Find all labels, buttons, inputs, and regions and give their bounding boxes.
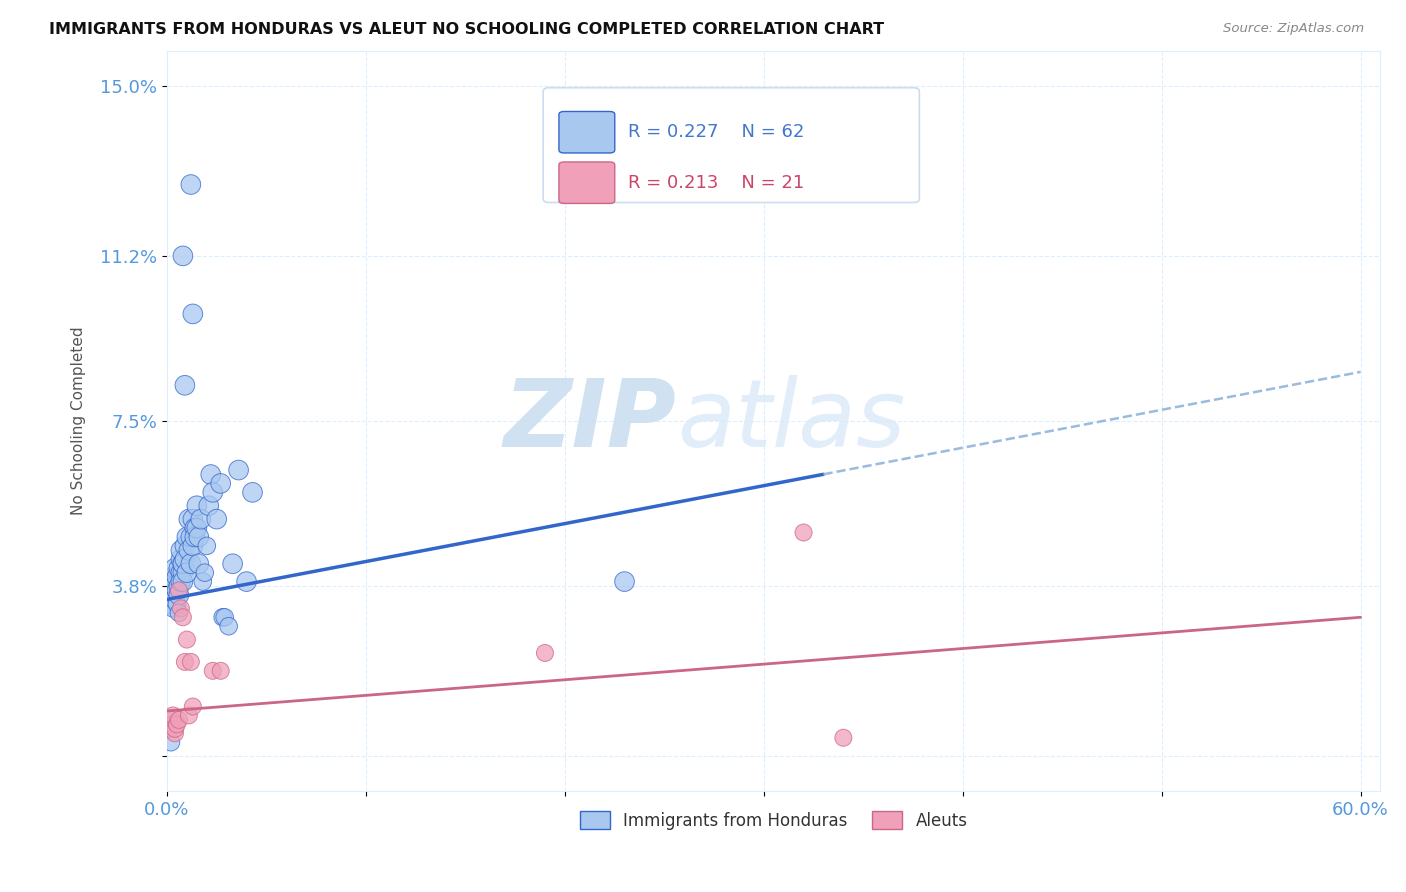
Point [167, 583, 190, 598]
Text: R = 0.227    N = 62: R = 0.227 N = 62 [628, 123, 804, 141]
Point [197, 499, 219, 513]
Text: atlas: atlas [676, 376, 905, 467]
Point [190, 512, 212, 526]
Point [180, 530, 202, 544]
Point [176, 632, 198, 647]
Point [166, 597, 188, 611]
Point [228, 463, 250, 477]
Text: ZIP: ZIP [503, 375, 676, 467]
Point [162, 601, 184, 615]
Point [180, 557, 202, 571]
Point [162, 717, 184, 731]
Point [201, 485, 224, 500]
Point [172, 574, 194, 589]
Point [173, 655, 195, 669]
Point [534, 646, 557, 660]
Point [191, 574, 214, 589]
Point [242, 485, 264, 500]
Point [176, 530, 198, 544]
Point [793, 525, 815, 540]
Point [218, 619, 240, 633]
Point [187, 530, 209, 544]
Point [162, 708, 184, 723]
FancyBboxPatch shape [560, 162, 614, 203]
Point [170, 601, 193, 615]
Text: R = 0.213    N = 21: R = 0.213 N = 21 [628, 174, 804, 192]
Point [166, 583, 188, 598]
Point [172, 557, 194, 571]
Point [157, 722, 180, 736]
Point [166, 717, 188, 731]
Point [186, 499, 208, 513]
Point [167, 588, 190, 602]
Point [221, 557, 243, 571]
Point [162, 570, 184, 584]
Point [160, 713, 183, 727]
FancyBboxPatch shape [543, 87, 920, 202]
Point [177, 512, 200, 526]
Point [200, 467, 222, 482]
Point [177, 708, 200, 723]
Point [194, 566, 217, 580]
Point [832, 731, 855, 745]
Point [167, 713, 190, 727]
Point [160, 735, 183, 749]
Point [163, 722, 186, 736]
Point [172, 249, 194, 263]
Point [205, 512, 228, 526]
Point [172, 566, 194, 580]
Point [172, 610, 194, 624]
Text: Source: ZipAtlas.com: Source: ZipAtlas.com [1223, 22, 1364, 36]
Point [181, 539, 204, 553]
Point [180, 655, 202, 669]
Point [176, 566, 198, 580]
Point [201, 664, 224, 678]
Point [613, 574, 636, 589]
Point [160, 597, 183, 611]
Point [157, 579, 180, 593]
Point [162, 579, 184, 593]
Point [170, 543, 193, 558]
Point [163, 579, 186, 593]
Point [170, 566, 193, 580]
Point [167, 561, 190, 575]
Point [184, 530, 207, 544]
Point [177, 543, 200, 558]
FancyBboxPatch shape [560, 112, 614, 153]
Point [173, 552, 195, 566]
Point [173, 539, 195, 553]
Point [163, 726, 186, 740]
Point [209, 476, 232, 491]
Point [163, 592, 186, 607]
Point [163, 561, 186, 575]
Point [184, 521, 207, 535]
Point [167, 606, 190, 620]
Point [160, 588, 183, 602]
Point [181, 512, 204, 526]
Point [180, 178, 202, 192]
Point [166, 570, 188, 584]
Point [235, 574, 257, 589]
Point [170, 552, 193, 566]
Point [170, 574, 193, 589]
Point [209, 664, 232, 678]
Legend: Immigrants from Honduras, Aleuts: Immigrants from Honduras, Aleuts [574, 805, 974, 837]
Point [214, 610, 236, 624]
Point [172, 557, 194, 571]
Point [186, 521, 208, 535]
Point [187, 557, 209, 571]
Y-axis label: No Schooling Completed: No Schooling Completed [72, 326, 86, 516]
Point [173, 378, 195, 392]
Text: IMMIGRANTS FROM HONDURAS VS ALEUT NO SCHOOLING COMPLETED CORRELATION CHART: IMMIGRANTS FROM HONDURAS VS ALEUT NO SCH… [49, 22, 884, 37]
Point [211, 610, 233, 624]
Point [181, 307, 204, 321]
Point [167, 579, 190, 593]
Point [181, 699, 204, 714]
Point [195, 539, 218, 553]
